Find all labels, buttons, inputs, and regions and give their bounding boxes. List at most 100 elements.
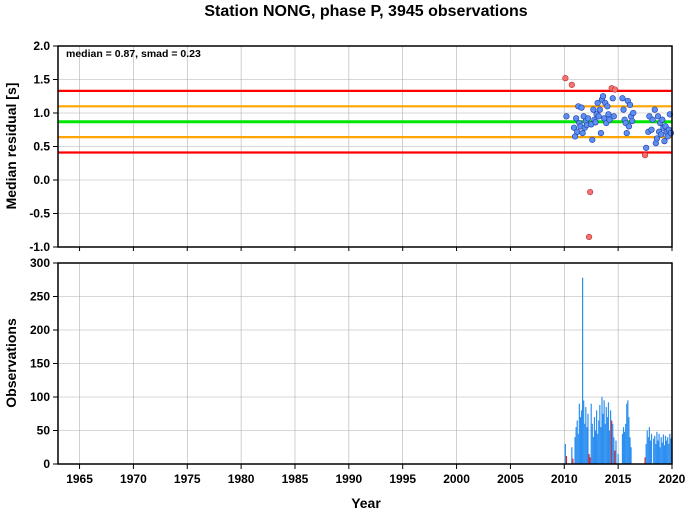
residual-point <box>620 106 627 113</box>
observations-y-tick-label: 150 <box>30 357 50 371</box>
observation-bar <box>597 433 599 464</box>
outlier-bar <box>572 458 574 464</box>
residual-y-tick-label: 2.0 <box>33 39 50 53</box>
observation-bar <box>576 420 578 464</box>
observation-bar <box>586 427 588 464</box>
observation-bar <box>649 440 652 464</box>
observations-y-tick-label: 200 <box>30 323 50 337</box>
observation-bar <box>606 417 608 464</box>
x-tick-label: 1995 <box>389 472 416 486</box>
outlier-point <box>568 81 575 88</box>
residual-point <box>595 113 602 120</box>
observation-bar <box>660 437 662 464</box>
observation-bar <box>583 400 585 464</box>
observation-bar <box>579 417 582 464</box>
observation-bar <box>603 400 605 464</box>
outlier-bar <box>588 453 590 464</box>
x-tick-label: 1975 <box>174 472 201 486</box>
residual-points <box>562 75 675 241</box>
observation-bar <box>621 433 624 464</box>
residual-point <box>578 104 585 111</box>
residual-point <box>604 103 611 110</box>
observation-bar <box>657 440 659 464</box>
outlier-point <box>562 75 569 82</box>
residual-y-ticks: -1.0 -0.5 0.0 0.5 1.0 1.5 2.0 <box>29 39 673 254</box>
observation-bar <box>610 410 612 464</box>
observation-bar <box>615 440 617 464</box>
x-tick-label: 2010 <box>551 472 578 486</box>
residual-y-tick-label: -1.0 <box>29 240 50 254</box>
residual-point <box>563 113 570 120</box>
observation-bar <box>587 413 589 464</box>
residual-y-tick-label: 0.0 <box>33 173 50 187</box>
outlier-point <box>587 188 594 196</box>
x-tick-label: 2020 <box>659 472 686 486</box>
outlier-bar <box>611 420 613 464</box>
observation-bar <box>646 430 648 464</box>
residual-point <box>599 93 607 100</box>
residual-point <box>643 144 650 151</box>
observation-bar <box>575 427 577 464</box>
residual-point <box>609 95 616 102</box>
x-tick-label: 2000 <box>443 472 470 486</box>
residual-point <box>573 115 580 122</box>
observations-y-tick-label: 0 <box>43 457 50 471</box>
observations-y-tick-label: 50 <box>37 424 51 438</box>
residual-point <box>623 130 630 137</box>
observation-bar <box>625 423 627 464</box>
observation-bar <box>585 407 587 464</box>
residual-point <box>589 136 596 143</box>
observation-bar <box>653 438 655 464</box>
observations-y-tick-label: 100 <box>30 390 50 404</box>
observation-bar <box>601 397 603 464</box>
residual-point <box>597 130 605 137</box>
observation-bar <box>656 431 658 464</box>
observation-bar <box>663 445 666 464</box>
observations-y-tick-label: 250 <box>30 290 50 304</box>
observation-bar <box>648 427 650 464</box>
observation-bar <box>590 403 592 464</box>
x-tick-label: 1965 <box>66 472 93 486</box>
residual-point <box>667 130 675 137</box>
residual-point <box>596 106 603 113</box>
observation-bar <box>626 403 628 464</box>
x-tick-label: 2015 <box>605 472 632 486</box>
observation-bar <box>650 433 653 464</box>
residual-point <box>654 113 662 120</box>
residual-point <box>630 109 637 117</box>
observation-bar <box>622 427 625 464</box>
outlier-bar <box>614 450 616 464</box>
observation-bar <box>593 417 596 464</box>
observation-bar <box>591 423 593 464</box>
residual-panel: -1.0 -0.5 0.0 0.5 1.0 1.5 2.0 median = 0.87, s… <box>3 39 675 254</box>
observations-y-ticks: 0 50 100 150 200 250 300 <box>30 256 58 471</box>
observation-bar <box>629 437 631 464</box>
observation-bar <box>628 417 630 464</box>
residual-y-tick-label: -0.5 <box>29 207 50 221</box>
stats-annotation: median = 0.87, smad = 0.23 <box>66 48 201 60</box>
observation-bar <box>600 427 602 464</box>
observation-bar <box>667 437 669 464</box>
x-tick-label: 1980 <box>228 472 255 486</box>
residual-point <box>651 106 658 113</box>
observations-y-tick-label: 300 <box>30 256 50 270</box>
observation-bar <box>608 430 611 464</box>
observation-bar <box>594 430 597 464</box>
residual-point <box>653 135 661 142</box>
observation-bar <box>577 433 579 464</box>
residual-y-axis-label: Median residual [s] <box>3 83 19 210</box>
residual-reference-lines <box>58 89 672 154</box>
residual-point <box>659 116 666 123</box>
observation-bar <box>578 403 580 464</box>
observation-bar <box>670 438 672 464</box>
observation-bar <box>654 435 656 464</box>
observation-bar <box>624 431 626 464</box>
observations-y-axis-label: Observations <box>3 318 19 408</box>
x-tick-label: 1985 <box>282 472 309 486</box>
observation-bar <box>630 447 632 464</box>
residual-point <box>625 123 633 130</box>
residual-point <box>626 101 634 109</box>
residual-point <box>629 117 636 125</box>
